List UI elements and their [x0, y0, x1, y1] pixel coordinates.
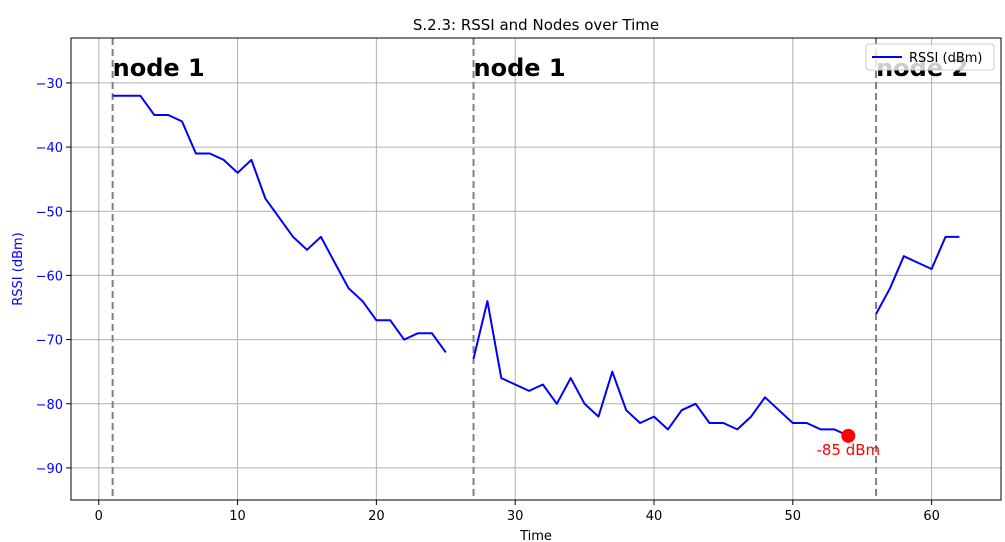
y-tick-label: −70	[36, 334, 63, 349]
x-tick-label: 60	[923, 509, 940, 524]
y-axis-label: RSSI (dBm)	[11, 232, 26, 305]
x-tick-label: 50	[785, 509, 802, 524]
y-tick-label: −90	[36, 462, 63, 477]
node-label: node 1	[113, 54, 205, 82]
x-tick-label: 30	[507, 509, 524, 524]
y-tick-label: −30	[36, 77, 63, 92]
y-tick-label: −50	[36, 205, 63, 220]
series-layer	[112, 94, 960, 437]
x-tick-label: 20	[368, 509, 385, 524]
x-tick-label: 40	[646, 509, 663, 524]
y-tick-label: −80	[36, 398, 63, 413]
highlight-point-label: -85 dBm	[816, 441, 880, 459]
legend-box	[865, 43, 995, 71]
legend-entry-rssi: RSSI (dBm)	[909, 51, 982, 66]
grid	[71, 38, 1001, 500]
chart-title: S.2.3: RSSI and Nodes over Time	[413, 16, 659, 34]
y-tick-label: −40	[36, 141, 63, 156]
x-tick-label: 10	[229, 509, 246, 524]
legend: RSSI (dBm)	[865, 43, 995, 71]
rssi-line-segment	[875, 235, 960, 315]
y-ticks: −90 −80 −70 −60 −50 −40 −30	[36, 77, 71, 477]
x-axis-label: Time	[519, 529, 552, 542]
x-tick-label: 0	[95, 509, 103, 524]
node-label: node 1	[474, 54, 566, 82]
plot-frame	[70, 37, 1002, 501]
rssi-line-segment	[472, 300, 849, 437]
node-lines	[111, 38, 878, 500]
rssi-line-segment	[112, 94, 447, 353]
x-ticks: 0 10 20 30 40 50 60	[95, 500, 940, 524]
y-tick-label: −60	[36, 269, 63, 284]
highlight-layer: -85 dBm	[816, 428, 880, 459]
highlight-point	[841, 428, 856, 443]
